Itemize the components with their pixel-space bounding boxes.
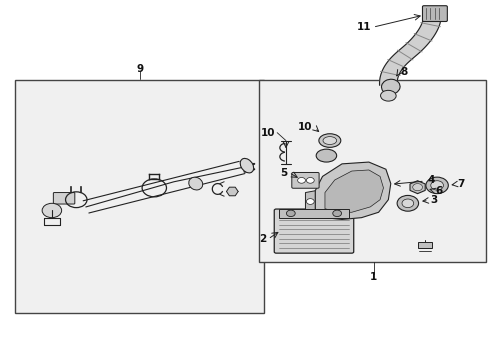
Circle shape	[332, 210, 341, 217]
Text: 4: 4	[427, 175, 434, 185]
Polygon shape	[305, 191, 315, 214]
Text: 1: 1	[369, 272, 377, 282]
FancyBboxPatch shape	[291, 172, 319, 188]
FancyBboxPatch shape	[278, 209, 348, 218]
Ellipse shape	[316, 149, 336, 162]
Text: 8: 8	[400, 67, 407, 77]
Polygon shape	[226, 187, 238, 196]
Circle shape	[306, 177, 314, 183]
Circle shape	[412, 184, 422, 191]
Circle shape	[286, 210, 295, 217]
Text: 9: 9	[136, 64, 143, 74]
FancyBboxPatch shape	[53, 193, 75, 204]
Ellipse shape	[380, 90, 395, 101]
Polygon shape	[315, 162, 390, 220]
Ellipse shape	[188, 177, 203, 190]
Polygon shape	[417, 242, 431, 248]
FancyBboxPatch shape	[422, 6, 447, 22]
Circle shape	[401, 199, 413, 208]
Circle shape	[430, 181, 443, 190]
Ellipse shape	[240, 158, 253, 173]
Text: 2: 2	[259, 234, 266, 244]
Circle shape	[297, 177, 305, 183]
FancyBboxPatch shape	[15, 80, 264, 313]
Text: 10: 10	[298, 122, 312, 132]
Text: 3: 3	[430, 195, 437, 205]
Text: 5: 5	[280, 168, 287, 178]
Ellipse shape	[381, 79, 399, 94]
FancyBboxPatch shape	[274, 209, 353, 253]
Ellipse shape	[318, 134, 340, 147]
FancyBboxPatch shape	[259, 80, 485, 262]
Text: 7: 7	[457, 179, 464, 189]
Circle shape	[425, 177, 447, 194]
Polygon shape	[325, 170, 383, 212]
Polygon shape	[379, 17, 440, 85]
Text: 10: 10	[261, 128, 275, 138]
Circle shape	[306, 199, 314, 204]
Ellipse shape	[42, 203, 61, 218]
Text: 11: 11	[356, 22, 370, 32]
Polygon shape	[409, 181, 425, 194]
Ellipse shape	[323, 136, 336, 144]
Text: 6: 6	[435, 186, 442, 197]
Circle shape	[396, 195, 418, 211]
